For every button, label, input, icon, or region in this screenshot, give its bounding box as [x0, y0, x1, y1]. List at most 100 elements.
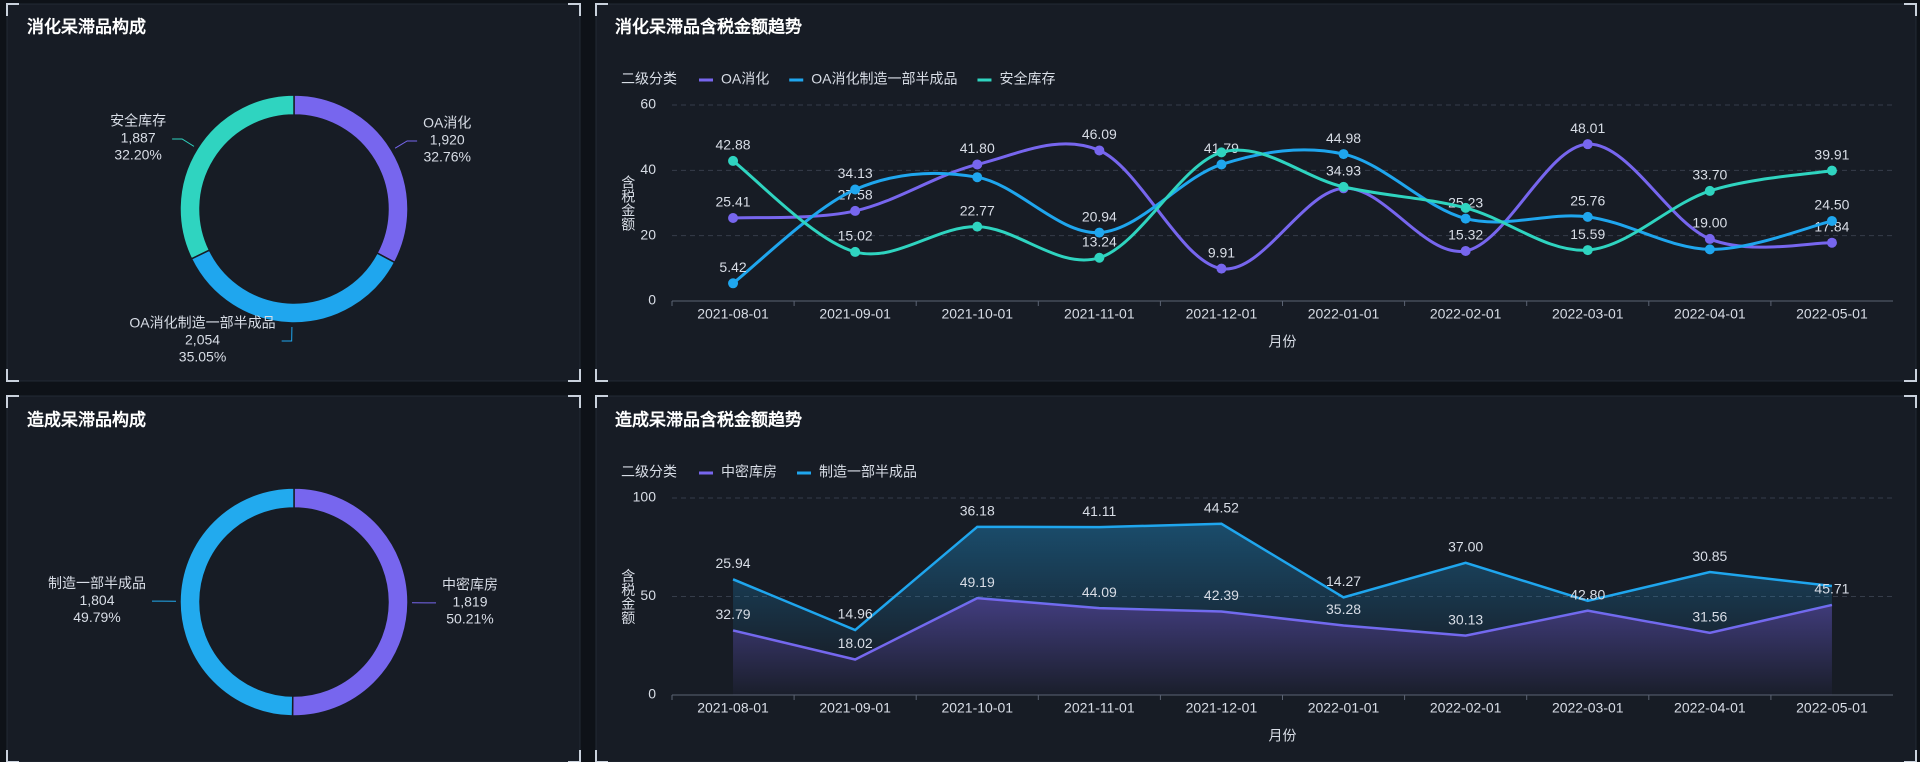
corner [568, 750, 581, 762]
legend-title: 二级分类 [621, 71, 677, 87]
slice-name: OA消化制造一部半成品 [129, 315, 275, 331]
data-label: 15.59 [1570, 226, 1605, 242]
data-label: 45.71 [1814, 581, 1849, 597]
corner [568, 395, 581, 408]
point [972, 221, 983, 232]
data-label: 30.85 [1692, 548, 1727, 564]
slice-value: 1,920 [430, 132, 465, 148]
x-tick-label: 2022-02-01 [1430, 306, 1502, 322]
legend-label: 中密库房 [721, 464, 777, 480]
point [728, 155, 739, 166]
point [1216, 159, 1227, 170]
data-label: 25.76 [1570, 193, 1605, 209]
area [733, 523, 1832, 660]
slice-percent: 35.05% [179, 349, 226, 365]
panel-title: 消化呆滞品构成 [27, 16, 146, 36]
y-axis-title: 含税金额 [620, 175, 636, 231]
legend-label: 制造一部半成品 [819, 464, 917, 480]
x-tick-label: 2022-03-01 [1552, 306, 1624, 322]
slice-name: 安全库存 [110, 113, 166, 129]
panel-title: 消化呆滞品含税金额趋势 [615, 16, 802, 36]
y-tick-label: 40 [640, 161, 656, 177]
data-label: 24.50 [1814, 197, 1849, 213]
data-label: 33.70 [1692, 167, 1727, 183]
data-label: 35.28 [1326, 601, 1361, 617]
x-tick-label: 2022-03-01 [1552, 700, 1624, 716]
data-label: 37.00 [1448, 538, 1483, 554]
legend-label: 安全库存 [999, 71, 1055, 87]
data-label: 15.02 [838, 228, 873, 244]
x-tick-label: 2022-02-01 [1430, 700, 1502, 716]
point [1826, 215, 1837, 226]
slice-name: 中密库房 [442, 577, 498, 593]
line [732, 148, 1833, 262]
point [1582, 245, 1593, 256]
y-axis-title: 含税金额 [620, 569, 636, 625]
panel-title: 造成呆滞品构成 [27, 409, 146, 429]
corner [1904, 369, 1917, 382]
data-label: 41.80 [960, 140, 995, 156]
area [733, 598, 1832, 695]
data-label: 27.58 [838, 187, 873, 203]
point [850, 184, 861, 195]
corner [6, 3, 19, 16]
x-tick-label: 2022-04-01 [1674, 700, 1746, 716]
point [1460, 202, 1471, 213]
point [1094, 252, 1105, 263]
point [1460, 245, 1471, 256]
data-label: 42.80 [1570, 586, 1605, 602]
x-axis-title: 月份 [1269, 334, 1297, 350]
panel [595, 3, 1917, 382]
point [1338, 149, 1349, 160]
slice-percent: 32.76% [423, 149, 470, 165]
corner [1904, 750, 1917, 762]
line [732, 142, 1832, 271]
panel [6, 3, 581, 382]
data-label: 14.27 [1326, 573, 1361, 589]
x-tick-label: 2022-01-01 [1308, 700, 1380, 716]
slice-value: 2,054 [185, 332, 220, 348]
x-tick-label: 2021-08-01 [697, 306, 769, 322]
corner [6, 369, 19, 382]
leader-line [281, 326, 293, 342]
point [1216, 263, 1227, 274]
leader-line [172, 138, 195, 147]
legend-title: 二级分类 [621, 464, 677, 480]
corner [595, 750, 608, 762]
point [728, 212, 739, 223]
point [972, 172, 983, 183]
x-tick-label: 2021-12-01 [1186, 700, 1258, 716]
pie-slice [179, 94, 295, 260]
line [732, 148, 1833, 285]
data-label: 34.13 [838, 165, 873, 181]
point [1704, 185, 1715, 196]
x-tick-label: 2021-10-01 [941, 306, 1013, 322]
x-tick-label: 2021-09-01 [819, 306, 891, 322]
slice-percent: 49.79% [73, 609, 120, 625]
data-label: 31.56 [1692, 609, 1727, 625]
x-tick-label: 2021-12-01 [1186, 306, 1258, 322]
point [1826, 165, 1837, 176]
corner [595, 3, 608, 16]
corner [568, 369, 581, 382]
y-tick-label: 100 [633, 489, 657, 505]
slice-name: OA消化 [423, 115, 471, 131]
data-label: 18.02 [838, 635, 873, 651]
x-tick-label: 2021-09-01 [819, 700, 891, 716]
x-tick-label: 2022-01-01 [1308, 306, 1380, 322]
data-label: 44.09 [1082, 584, 1117, 600]
data-label: 15.32 [1448, 227, 1483, 243]
x-tick-label: 2021-10-01 [941, 700, 1013, 716]
x-tick-label: 2022-04-01 [1674, 306, 1746, 322]
data-label: 20.94 [1082, 208, 1117, 224]
slice-value: 1,887 [121, 130, 156, 146]
point [1460, 213, 1471, 224]
data-label: 25.94 [716, 555, 751, 571]
x-tick-label: 2022-05-01 [1796, 700, 1868, 716]
slice-percent: 50.21% [446, 611, 493, 627]
data-label: 14.96 [838, 606, 873, 622]
